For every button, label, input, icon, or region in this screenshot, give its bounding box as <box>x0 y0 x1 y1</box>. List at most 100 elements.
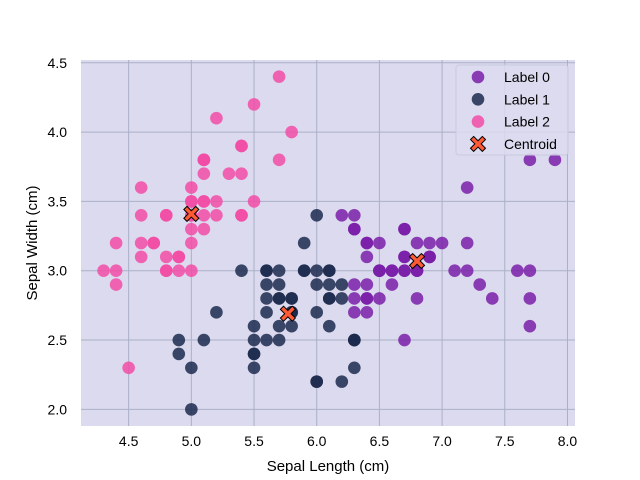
x-tick-label: 4.5 <box>119 433 139 449</box>
data-point <box>385 278 399 291</box>
data-point <box>260 264 273 278</box>
data-point <box>134 236 148 250</box>
data-point <box>272 70 286 83</box>
data-point <box>109 236 123 250</box>
centroid-point <box>408 252 426 270</box>
data-point <box>172 250 186 264</box>
legend-marker <box>471 115 485 128</box>
data-point <box>460 181 474 194</box>
data-point <box>159 264 173 278</box>
data-point <box>373 264 386 278</box>
data-point <box>260 306 273 319</box>
data-point <box>423 236 436 250</box>
data-point <box>210 306 223 319</box>
data-point <box>398 222 411 236</box>
data-point <box>97 264 110 278</box>
data-point <box>310 278 324 291</box>
x-tick-label: 7.0 <box>432 433 452 449</box>
data-point <box>460 236 474 250</box>
data-point <box>247 361 261 375</box>
data-point <box>348 306 361 319</box>
data-point <box>348 278 361 291</box>
data-point <box>398 264 411 278</box>
series-layer <box>97 70 562 416</box>
data-point <box>247 195 261 208</box>
data-point <box>210 195 223 208</box>
y-tick-label: 2.5 <box>48 332 68 348</box>
data-point <box>222 167 236 180</box>
data-point <box>247 98 261 111</box>
x-tick-label: 5.5 <box>244 433 264 449</box>
data-point <box>185 236 198 250</box>
data-point <box>272 264 286 278</box>
data-point <box>360 278 374 291</box>
data-point <box>297 264 311 278</box>
data-point <box>360 306 374 319</box>
tick-labels: 4.5 5.0 5.5 6.0 6.5 7.0 7.5 8.0 2.0 2.5 3.0 3.5 4.0 4… <box>48 55 578 449</box>
data-point <box>523 264 537 278</box>
data-point <box>310 306 324 319</box>
data-point <box>185 181 198 194</box>
legend-label: Label 1 <box>504 91 550 107</box>
data-point <box>348 222 361 236</box>
data-point <box>410 292 424 305</box>
data-point <box>485 292 499 305</box>
data-point <box>122 361 135 375</box>
data-point <box>159 208 173 222</box>
data-point <box>185 403 198 416</box>
y-tick-label: 4.0 <box>48 124 68 140</box>
data-point <box>260 292 273 305</box>
data-point <box>247 319 261 333</box>
data-point <box>272 292 286 305</box>
centroid-point <box>183 205 200 223</box>
data-point <box>285 319 298 333</box>
data-point <box>172 347 186 361</box>
series-1 <box>172 208 361 416</box>
legend: Label 0 Label 1 Label 2 Centroid <box>455 64 569 156</box>
data-point <box>348 333 361 347</box>
legend-marker <box>471 93 485 106</box>
data-point <box>335 278 349 291</box>
legend-label: Label 2 <box>504 114 550 130</box>
data-point <box>185 222 198 236</box>
data-point <box>235 167 248 180</box>
series-0 <box>335 153 562 347</box>
data-point <box>235 264 248 278</box>
data-point <box>398 250 411 264</box>
data-point <box>460 264 474 278</box>
data-point <box>360 236 374 250</box>
data-point <box>385 264 399 278</box>
data-point <box>272 153 286 167</box>
data-point <box>348 361 361 375</box>
data-point <box>235 139 248 153</box>
data-point <box>322 319 336 333</box>
y-tick-label: 2.0 <box>48 401 68 417</box>
data-point <box>297 236 311 250</box>
data-point <box>548 153 562 167</box>
data-point <box>210 111 223 125</box>
data-point <box>147 236 161 250</box>
data-point <box>197 333 211 347</box>
data-point <box>272 333 286 347</box>
legend-marker <box>469 135 487 153</box>
data-point <box>523 153 537 167</box>
data-point <box>335 375 349 388</box>
data-point <box>272 278 286 291</box>
x-tick-label: 5.0 <box>182 433 202 449</box>
legend-label: Label 0 <box>504 69 550 85</box>
data-point <box>109 264 123 278</box>
data-point <box>398 333 411 347</box>
data-point <box>172 333 186 347</box>
y-axis-label: Sepal Width (cm) <box>24 185 41 300</box>
data-point <box>511 264 524 278</box>
data-point <box>523 292 537 305</box>
data-point <box>322 278 336 291</box>
data-point <box>285 125 298 139</box>
data-point <box>310 375 324 388</box>
data-point <box>134 208 148 222</box>
data-point <box>109 278 123 291</box>
data-point <box>260 333 273 347</box>
data-point <box>260 278 273 291</box>
data-point <box>322 264 336 278</box>
